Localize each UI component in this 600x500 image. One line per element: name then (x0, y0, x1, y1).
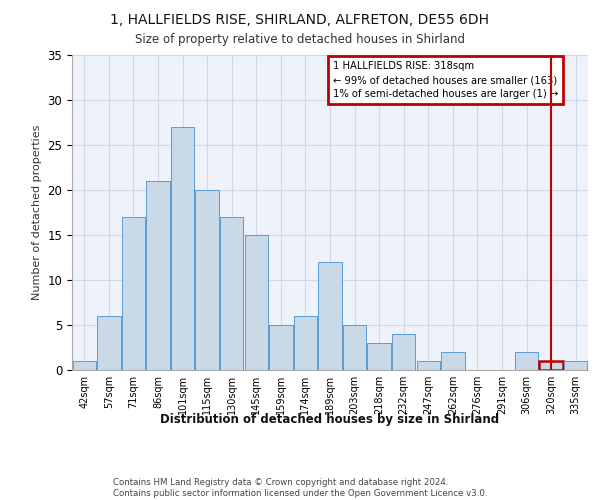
Bar (97, 316, 121, 370)
Bar (343, 325, 366, 370)
Bar (416, 361, 440, 370)
Text: Distribution of detached houses by size in Shirland: Distribution of detached houses by size … (160, 412, 500, 426)
Bar (269, 325, 293, 370)
Text: 1, HALLFIELDS RISE, SHIRLAND, ALFRETON, DE55 6DH: 1, HALLFIELDS RISE, SHIRLAND, ALFRETON, … (110, 12, 490, 26)
Bar (294, 316, 317, 370)
Bar (245, 235, 268, 370)
Bar (441, 352, 464, 370)
Bar (539, 361, 563, 370)
Bar (196, 190, 219, 370)
Bar (367, 343, 391, 370)
Bar (392, 334, 415, 370)
Text: Size of property relative to detached houses in Shirland: Size of property relative to detached ho… (135, 32, 465, 46)
Text: Contains HM Land Registry data © Crown copyright and database right 2024.
Contai: Contains HM Land Registry data © Crown c… (113, 478, 487, 498)
Bar (564, 361, 587, 370)
Bar (171, 127, 194, 370)
Bar (220, 217, 244, 370)
Bar (515, 352, 538, 370)
Text: 1 HALLFIELDS RISE: 318sqm
← 99% of detached houses are smaller (163)
1% of semi-: 1 HALLFIELDS RISE: 318sqm ← 99% of detac… (332, 62, 558, 100)
Bar (146, 181, 170, 370)
Bar (73, 361, 96, 370)
Y-axis label: Number of detached properties: Number of detached properties (32, 125, 42, 300)
Bar (122, 217, 145, 370)
Bar (319, 262, 341, 370)
